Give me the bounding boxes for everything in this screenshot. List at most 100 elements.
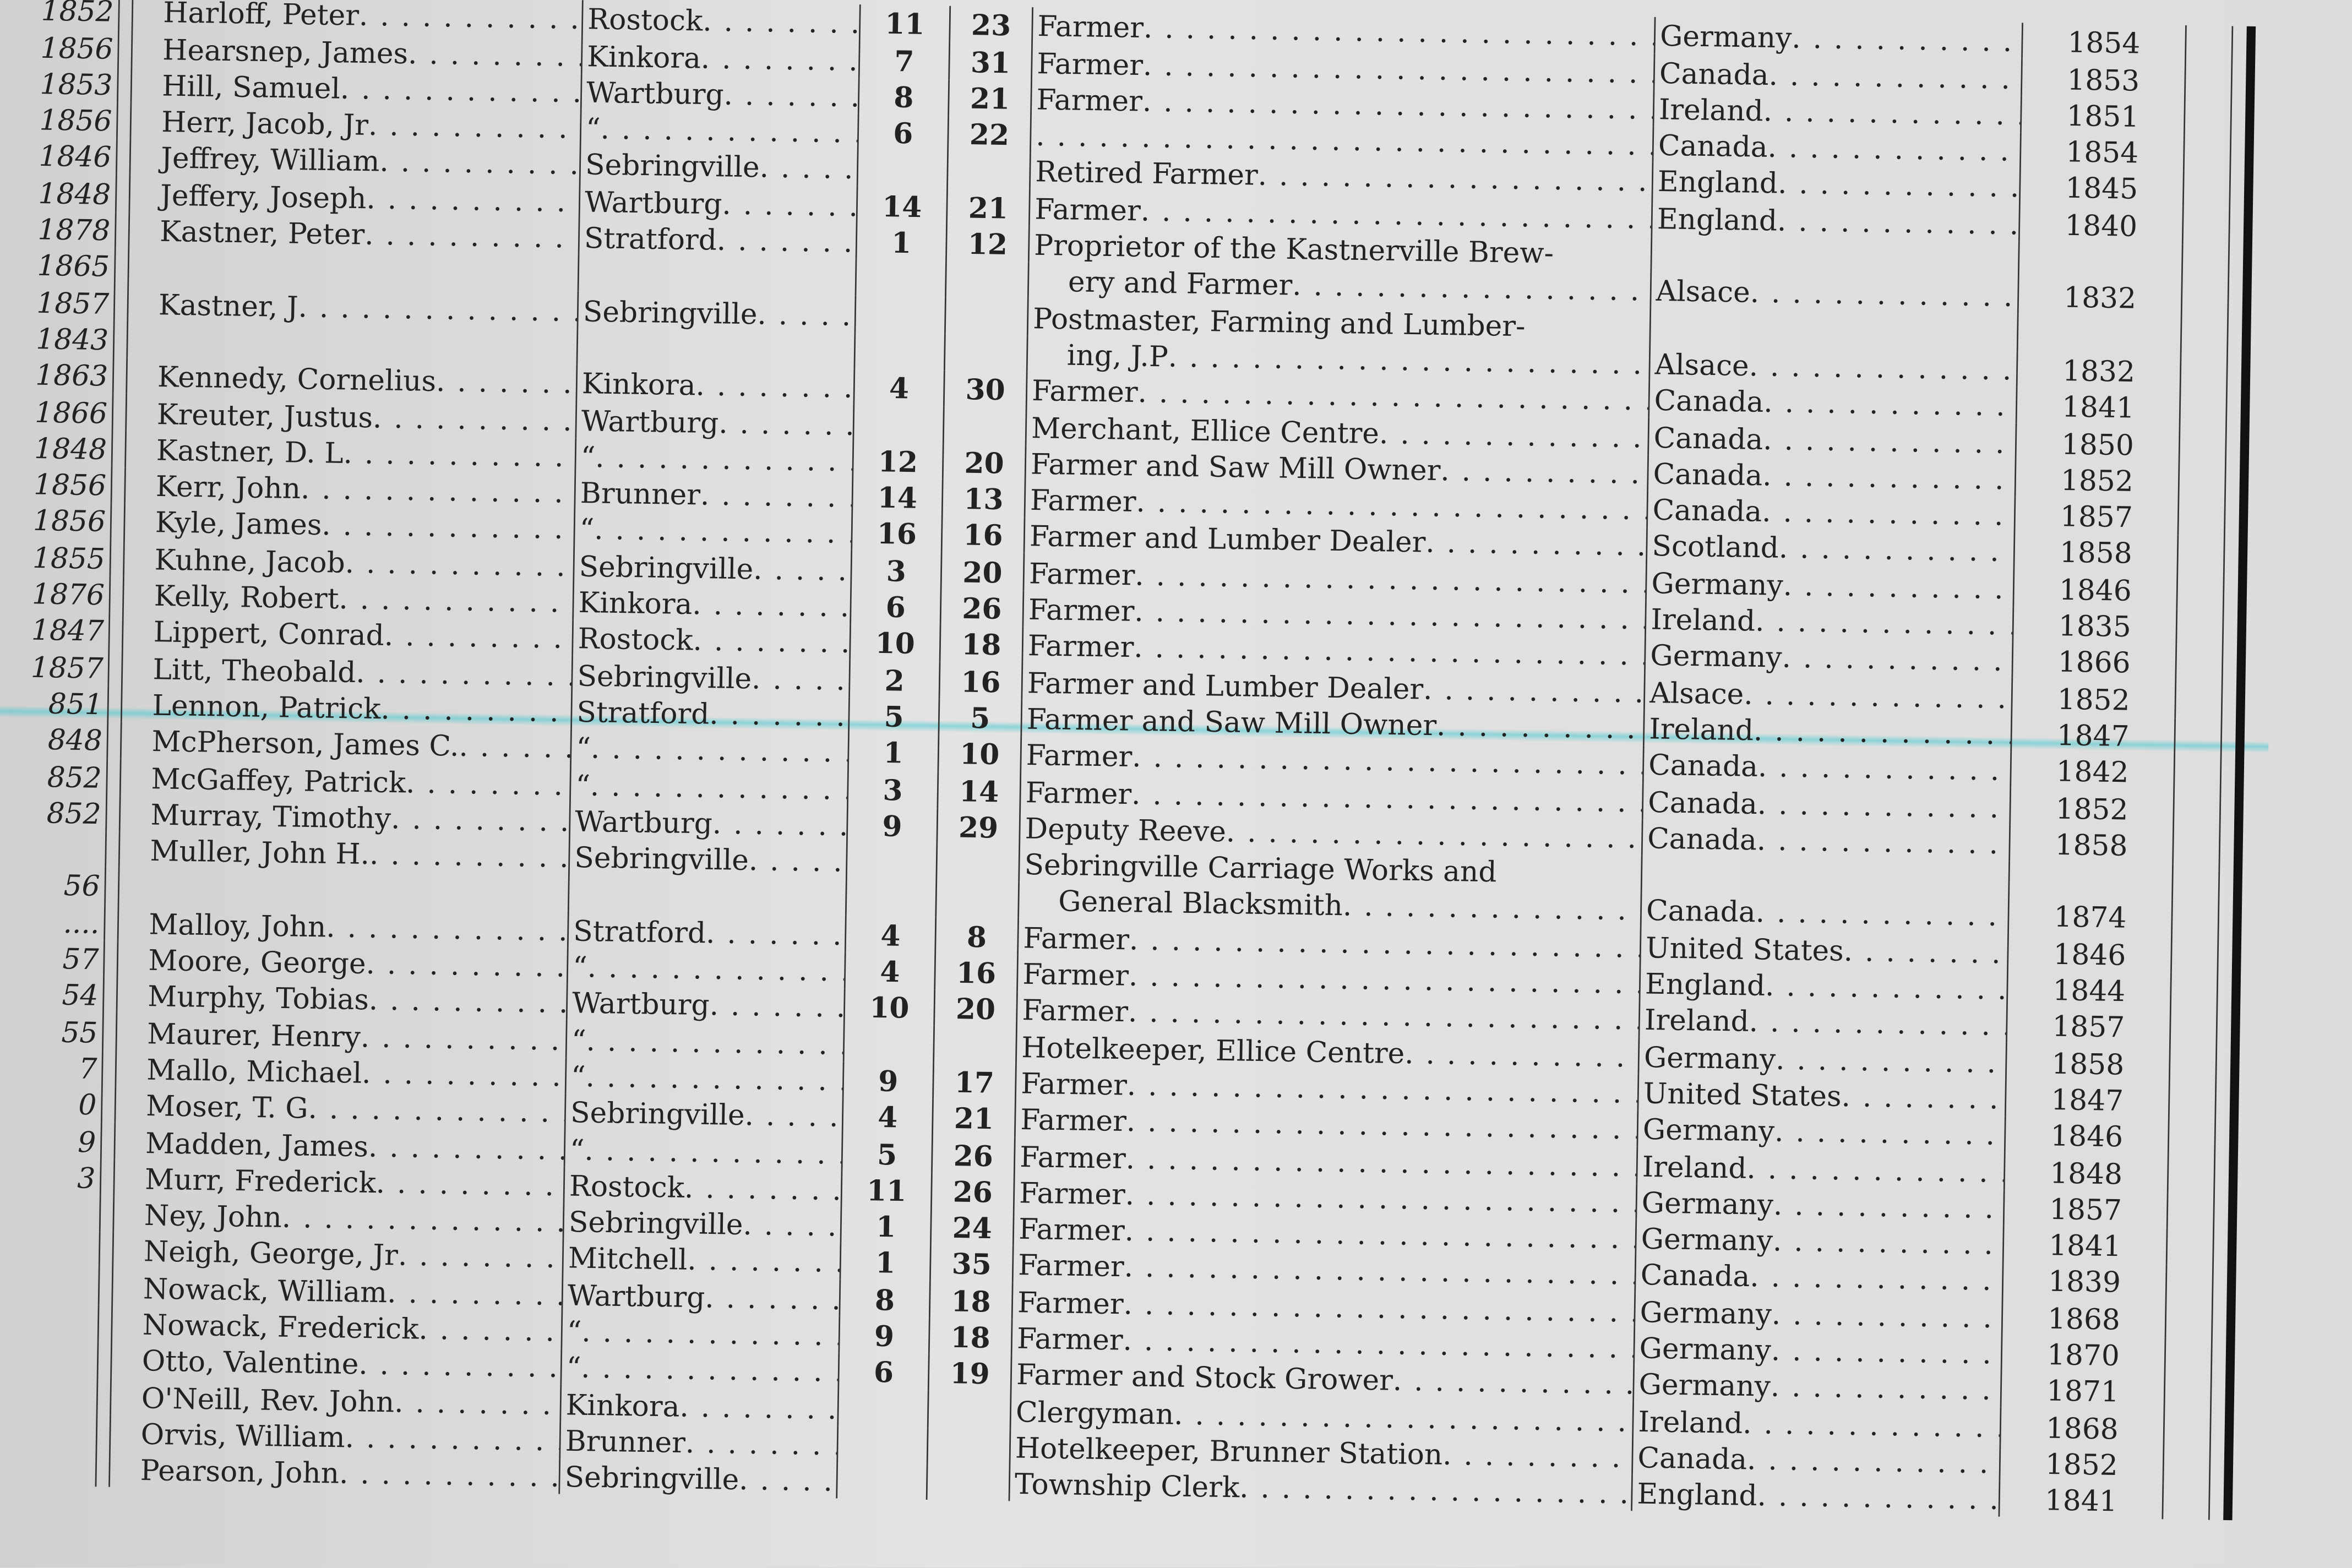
settled-year-text: 1846 [2059, 573, 2132, 608]
nativity-text: Alsace [1654, 348, 1750, 383]
settled-year-text: 1852 [2057, 683, 2131, 717]
settled-year: 1846 [2003, 1116, 2170, 1155]
lot-number: 1 [840, 1207, 931, 1245]
resident-name-text: Orvis, William [140, 1418, 346, 1455]
lot-number: 10 [843, 988, 934, 1027]
settled-year: 1853 [2021, 59, 2186, 99]
nativity-text: Germany [1649, 640, 1783, 676]
left-year [0, 1193, 101, 1232]
nativity: Canada [1652, 126, 2021, 169]
lot-number [837, 1389, 928, 1428]
occupation-text: Farmer [1017, 1286, 1124, 1321]
concession-number: 30 [943, 370, 1026, 409]
lot-number-text: 4 [889, 373, 910, 406]
nativity-text: Canada [1646, 895, 1756, 930]
left-year [0, 1230, 101, 1268]
post-office-text: Kinkora [581, 368, 696, 403]
post-office: Rostock [571, 619, 850, 661]
nativity-text: Germany [1641, 1223, 1773, 1259]
resident-name-text: Kreuter, Justus [156, 398, 373, 434]
concession-number: 10 [937, 734, 1021, 773]
post-office: Kinkora [575, 364, 854, 406]
nativity-text: Canada [1647, 786, 1758, 821]
settled-year-text: 1851 [2066, 100, 2139, 134]
lot-number [856, 150, 948, 188]
post-office-text: “ [579, 514, 595, 547]
settled-year: 1847 [2010, 715, 2176, 754]
left-year: 1857 [0, 647, 110, 685]
settled-year-text: 1835 [2058, 609, 2132, 644]
left-year: 852 [0, 792, 108, 831]
settled-year-text: 1832 [2063, 282, 2137, 317]
post-office: Sebringville [564, 1093, 842, 1135]
lot-number: 5 [848, 696, 939, 735]
nativity-text: Ireland [1658, 93, 1764, 128]
settled-year-text: 1866 [2057, 646, 2131, 681]
resident-name-text: Jeffery, Joseph [160, 179, 367, 216]
lot-number-text: 4 [880, 919, 901, 953]
settled-year-text: 1854 [2067, 26, 2141, 61]
concession-number-text: 23 [971, 9, 1011, 43]
post-office-text: Rostock [587, 3, 703, 39]
left-year: 1863 [0, 355, 115, 394]
occupation-text: Farmer [1023, 922, 1130, 957]
lot-number [853, 332, 945, 371]
concession-number-text: 10 [959, 738, 1000, 772]
left-year-text: 1852 [41, 0, 114, 30]
nativity: Canada [1634, 1256, 2002, 1298]
lot-number-text: 10 [869, 992, 910, 1026]
settled-year: 1870 [2000, 1335, 2166, 1374]
post-office-text: Kinkora [565, 1388, 680, 1424]
post-office-text: Rostock [578, 623, 694, 658]
post-office-text: Mitchell [568, 1243, 688, 1278]
nativity: Germany [1634, 1292, 2002, 1335]
left-year: 1866 [0, 391, 114, 431]
left-year-text: 3 [77, 1162, 96, 1196]
concession-number: 5 [938, 698, 1021, 736]
lot-number [854, 259, 946, 298]
concession-number-text: 18 [951, 1285, 992, 1319]
lot-number: 6 [857, 113, 948, 152]
left-year-text: 9 [77, 1125, 96, 1159]
settled-year-text: 1871 [2046, 1375, 2120, 1409]
concession-number: 20 [933, 989, 1017, 1028]
nativity-text: Canada [1653, 421, 1763, 456]
left-year-text: 1856 [32, 505, 106, 540]
left-year-text: 0 [78, 1089, 97, 1123]
left-year [0, 1266, 100, 1305]
left-year-text: 1856 [39, 104, 112, 139]
concession-number-text: 21 [968, 192, 1009, 226]
settled-year-text: 1858 [2051, 1047, 2125, 1082]
occupation-text: Farmer [1022, 958, 1129, 993]
settled-year: 1868 [2001, 1298, 2167, 1337]
left-year [0, 1412, 98, 1451]
nativity [1650, 235, 2018, 278]
settled-year: 1850 [2015, 423, 2181, 463]
lot-number: 4 [853, 369, 944, 407]
concession-number: 14 [937, 771, 1020, 809]
concession-number-text: 8 [966, 921, 987, 955]
settled-year-text: 1840 [2064, 209, 2138, 243]
resident-name-text: Nowack, Frederick [142, 1309, 419, 1347]
occupation-text: Farmer [1020, 1104, 1127, 1139]
post-office: Kinkora [559, 1385, 838, 1426]
left-year: 1857 [0, 282, 116, 321]
lot-number: 12 [852, 442, 943, 480]
lot-number-text: 5 [876, 1138, 897, 1172]
nativity: Germany [1644, 636, 2012, 679]
left-year [0, 1449, 97, 1487]
left-year: 1847 [0, 610, 111, 649]
settled-year: 1841 [2015, 387, 2181, 427]
left-year-text: 852 [47, 760, 102, 795]
occupation-text: Farmer [1036, 83, 1143, 118]
settled-year-text: 1841 [2061, 391, 2135, 426]
nativity-text: Alsace [1656, 275, 1751, 311]
occupation-text: Farmer and Lumber Dealer [1027, 666, 1424, 706]
lot-number-text: 11 [866, 1174, 907, 1208]
concession-number-text: 19 [950, 1358, 990, 1392]
settled-year-text: 1846 [2053, 938, 2126, 972]
lot-number-text: 11 [884, 8, 925, 42]
resident-name-text: Lippert, Conrad [153, 616, 385, 654]
concession-number: 24 [930, 1208, 1013, 1246]
post-office-text: Sebringville [577, 660, 752, 695]
